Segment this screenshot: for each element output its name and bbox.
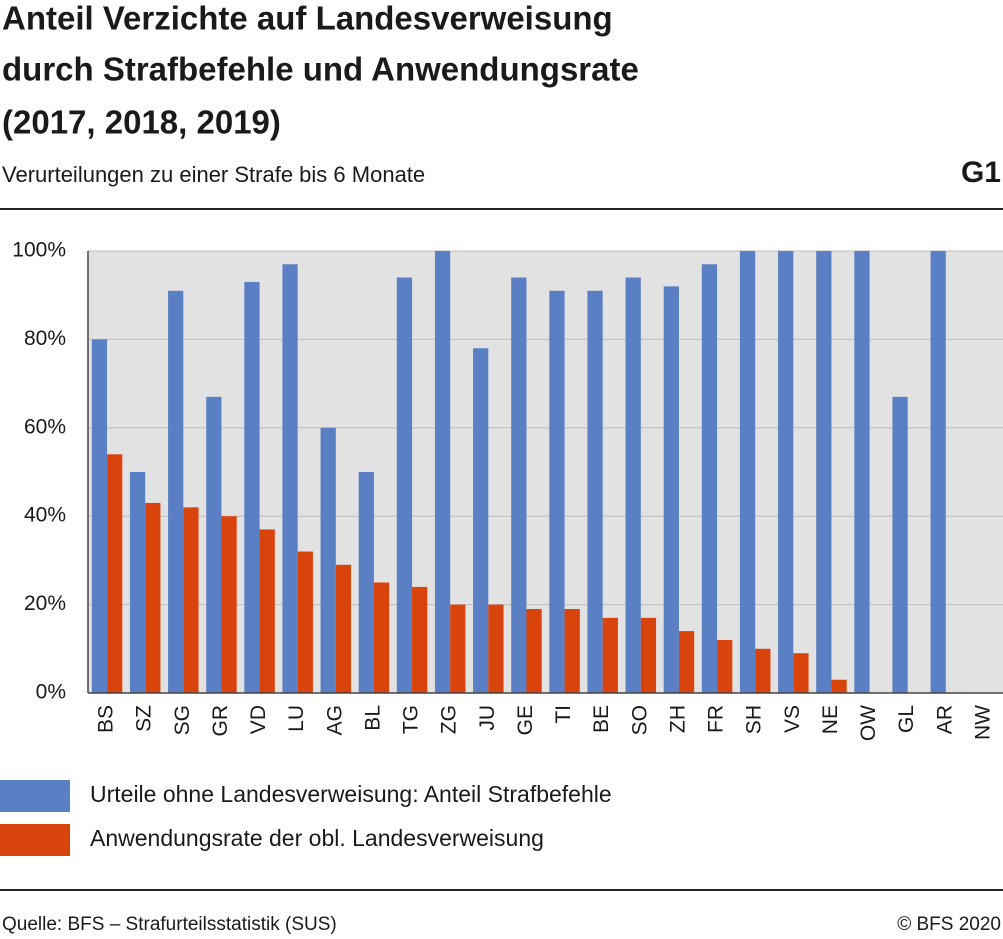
copyright: © BFS 2020 [897, 914, 1001, 935]
bar [701, 264, 718, 693]
x-tick-label: OW [857, 705, 880, 741]
x-tick-label: GR [209, 705, 232, 737]
bar [358, 472, 374, 693]
bar [831, 679, 847, 693]
x-tick-label: NW [971, 705, 994, 740]
bar [511, 277, 527, 693]
bar [549, 290, 565, 693]
chart-subtitle: Verurteilungen zu einer Strafe bis 6 Mon… [2, 162, 425, 187]
bar [168, 290, 184, 693]
plot-area [88, 251, 1003, 693]
x-tick-label: FR [705, 705, 728, 733]
y-tick-label: 60% [24, 415, 66, 438]
legend-swatch [0, 780, 70, 812]
bar [473, 348, 489, 693]
x-tick-label: AG [323, 705, 346, 735]
chart-title: Anteil Verzichte auf Landesverweisung [2, 0, 613, 37]
x-tick-label: ZG [438, 705, 461, 734]
bar [488, 604, 504, 693]
y-tick-label: 100% [12, 239, 66, 262]
bar [663, 286, 679, 693]
bar [793, 653, 809, 693]
bar [816, 251, 832, 693]
bar [564, 609, 580, 693]
x-tick-label: TG [400, 705, 423, 734]
x-tick-label: GE [514, 705, 537, 735]
bar [717, 639, 733, 693]
source: Quelle: BFS – Strafurteilsstatistik (SUS… [2, 914, 337, 935]
bar [625, 277, 641, 693]
bar [450, 604, 466, 693]
x-tick-label: SG [171, 705, 194, 735]
bar [755, 648, 771, 693]
x-tick-label: SH [743, 705, 766, 734]
y-tick-label: 80% [24, 327, 66, 350]
bar [91, 339, 108, 693]
x-tick-label: VS [781, 705, 804, 733]
bar [282, 264, 298, 693]
bar [778, 251, 794, 693]
bar [206, 396, 222, 693]
bar [244, 281, 260, 693]
bar [930, 251, 946, 693]
x-tick-label: SZ [133, 705, 156, 732]
chart-id: G1 [961, 156, 1001, 189]
y-tick-label: 0% [36, 681, 66, 704]
bar [259, 529, 275, 693]
x-tick-label: TI [552, 705, 575, 724]
x-tick-label: GL [895, 705, 918, 733]
x-tick-label: VD [247, 705, 270, 734]
x-tick-label: AR [933, 705, 956, 734]
bar [335, 564, 352, 693]
legend-label: Urteile ohne Landesverweisung: Anteil St… [90, 781, 612, 807]
bar [602, 617, 618, 693]
x-tick-label: LU [285, 705, 308, 732]
bar [129, 472, 146, 693]
bar [373, 582, 390, 693]
bar [320, 427, 336, 693]
bar [297, 551, 313, 693]
y-tick-label: 20% [24, 592, 66, 615]
chart-title: (2017, 2018, 2019) [2, 104, 281, 141]
bar [145, 502, 161, 693]
bar [892, 396, 908, 693]
bar [678, 631, 695, 693]
legend-label: Anwendungsrate der obl. Landesverweisung [90, 825, 544, 851]
x-tick-label: BE [590, 705, 613, 733]
x-tick-label: SO [628, 705, 651, 735]
x-tick-label: NE [819, 705, 842, 734]
chart-title: durch Strafbefehle und Anwendungsrate [2, 51, 639, 88]
y-tick-label: 40% [24, 504, 66, 527]
x-tick-label: BS [95, 705, 118, 733]
bar [412, 586, 428, 693]
bar [739, 251, 756, 693]
bar [396, 277, 413, 693]
bar [183, 507, 199, 693]
bar [640, 617, 657, 693]
bar [526, 609, 542, 693]
legend-swatch [0, 824, 70, 856]
x-tick-label: ZH [666, 705, 689, 733]
bar [434, 251, 451, 693]
bar [854, 251, 870, 693]
bar [221, 516, 237, 693]
x-tick-label: BL [361, 705, 384, 731]
bar [107, 454, 123, 693]
x-tick-label: JU [476, 705, 499, 731]
bar [587, 290, 603, 693]
